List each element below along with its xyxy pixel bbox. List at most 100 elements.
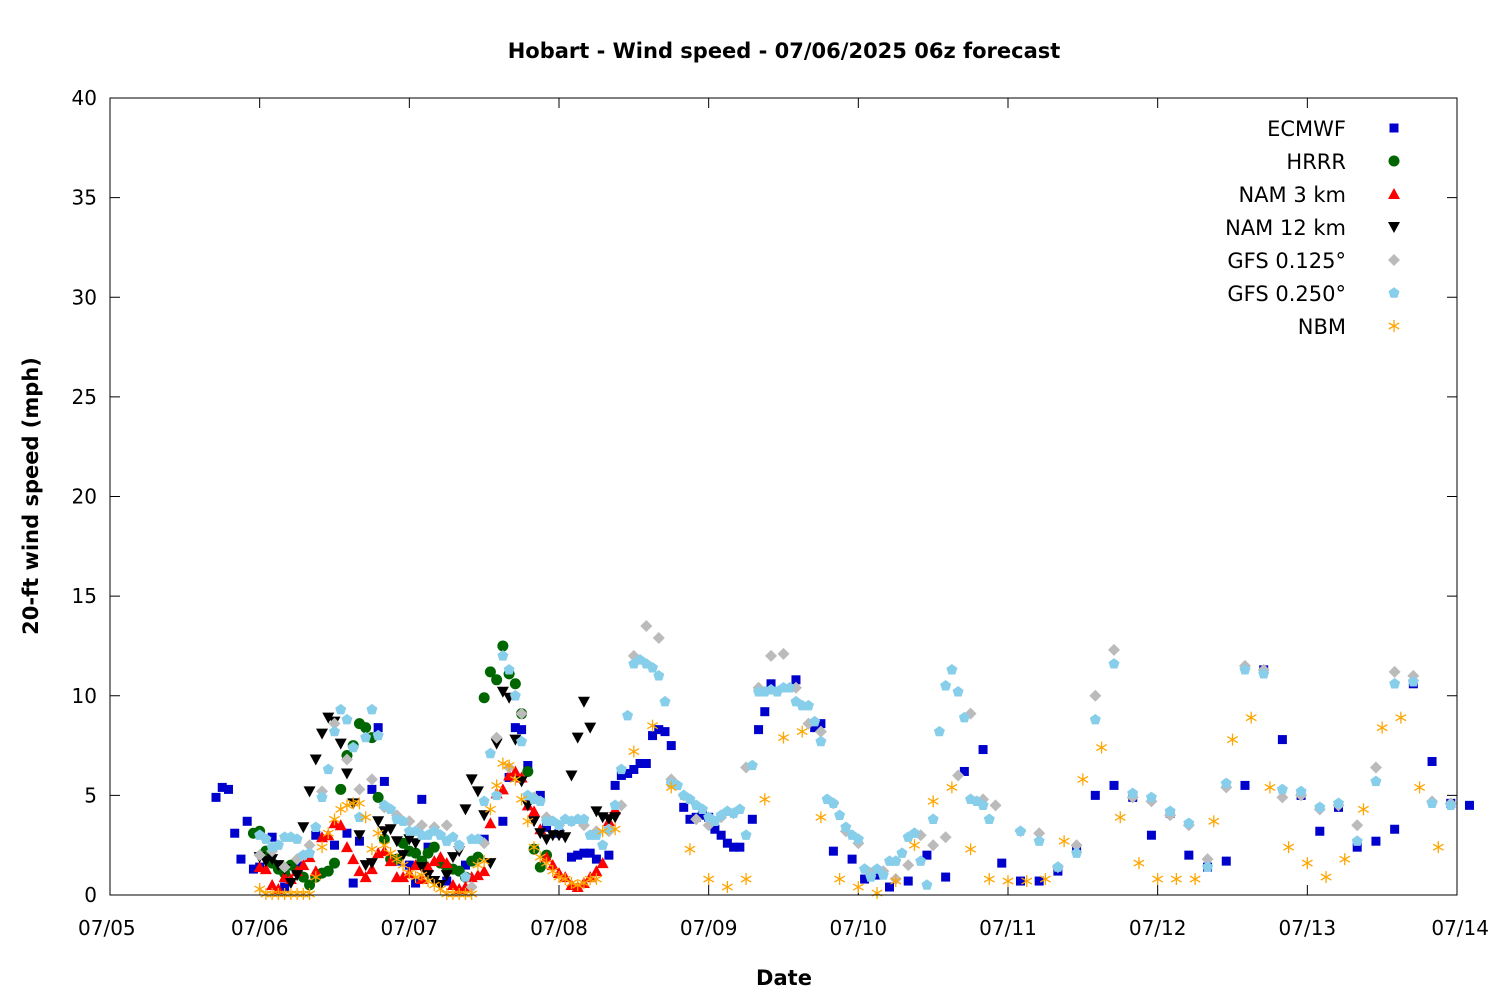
data-point xyxy=(922,850,932,860)
legend-marker xyxy=(1388,155,1400,167)
data-point xyxy=(679,802,689,812)
data-point xyxy=(716,830,726,840)
data-point xyxy=(316,841,328,854)
data-point xyxy=(297,859,310,871)
data-point xyxy=(802,699,814,711)
data-point xyxy=(360,811,372,824)
data-point xyxy=(1407,676,1419,687)
data-point xyxy=(609,812,622,824)
data-point xyxy=(484,666,496,678)
data-point xyxy=(390,836,403,848)
data-point xyxy=(291,888,303,900)
data-point xyxy=(1146,830,1156,840)
data-point xyxy=(466,888,478,900)
data-point xyxy=(1314,801,1326,813)
data-point xyxy=(459,804,472,816)
data-point xyxy=(1109,780,1119,790)
data-point xyxy=(977,799,989,811)
data-point xyxy=(1058,835,1070,848)
data-point xyxy=(484,817,497,829)
data-point xyxy=(259,863,272,875)
data-point xyxy=(684,793,696,805)
data-point xyxy=(760,707,770,717)
data-point xyxy=(316,791,328,803)
data-point xyxy=(272,839,284,850)
data-point xyxy=(509,765,522,777)
data-point xyxy=(648,731,658,741)
data-point xyxy=(440,870,453,882)
data-point xyxy=(266,879,279,891)
data-point xyxy=(447,831,459,842)
y-tick-label: 0 xyxy=(84,883,97,907)
data-point xyxy=(927,795,939,808)
data-point xyxy=(939,831,952,844)
data-point xyxy=(1089,689,1102,702)
data-point xyxy=(471,786,484,798)
data-point xyxy=(579,848,589,858)
legend-label: NBM xyxy=(1298,315,1346,339)
data-point xyxy=(777,647,790,660)
data-point xyxy=(335,783,347,795)
data-point xyxy=(1277,735,1287,745)
data-point xyxy=(360,731,372,743)
data-point xyxy=(597,839,609,850)
data-point xyxy=(628,745,640,758)
data-point xyxy=(590,865,603,877)
data-point xyxy=(542,822,552,832)
data-point xyxy=(472,833,484,844)
data-point xyxy=(1133,857,1145,870)
data-point xyxy=(777,731,790,744)
legend: ECMWF HRRR NAM 3 km NAM 12 km GFS 0.125° GFS … xyxy=(1225,117,1400,339)
data-point xyxy=(484,803,496,816)
data-point xyxy=(609,823,621,836)
data-point xyxy=(403,834,416,846)
data-point xyxy=(465,881,478,894)
data-point xyxy=(522,765,534,777)
data-point xyxy=(1240,780,1250,790)
data-point xyxy=(997,858,1007,868)
data-point xyxy=(685,814,695,824)
data-point xyxy=(516,735,528,747)
data-point xyxy=(1414,781,1426,794)
data-point xyxy=(903,876,913,886)
data-point xyxy=(623,768,633,778)
data-point xyxy=(1034,876,1044,886)
data-point xyxy=(490,731,503,744)
data-point xyxy=(896,847,908,858)
data-point xyxy=(1258,668,1270,679)
series-gfs-0-250 xyxy=(254,650,1457,890)
legend-label: GFS 0.125° xyxy=(1227,249,1346,273)
data-point xyxy=(328,717,341,730)
data-point xyxy=(978,745,988,755)
data-point xyxy=(471,869,484,881)
data-point xyxy=(840,821,852,832)
data-point xyxy=(404,860,414,870)
data-point xyxy=(959,766,969,776)
data-point xyxy=(865,871,877,882)
data-point xyxy=(341,713,353,725)
data-point xyxy=(478,810,491,822)
data-point xyxy=(365,858,378,870)
data-point xyxy=(1369,761,1382,774)
data-point xyxy=(422,861,435,873)
data-point xyxy=(565,877,577,890)
data-point xyxy=(653,670,665,681)
data-point xyxy=(1445,799,1457,811)
data-point xyxy=(609,799,621,811)
data-point xyxy=(834,873,846,886)
data-point xyxy=(652,631,665,644)
data-point xyxy=(340,753,353,766)
data-point xyxy=(309,754,322,766)
y-tick-label: 30 xyxy=(72,285,97,309)
data-point xyxy=(330,840,339,850)
data-point xyxy=(573,850,583,860)
data-point xyxy=(671,779,683,791)
data-point xyxy=(890,855,902,866)
data-point xyxy=(635,758,645,768)
data-point xyxy=(322,865,334,877)
data-point xyxy=(291,870,304,882)
data-point xyxy=(460,860,470,870)
data-point xyxy=(491,674,503,686)
data-point xyxy=(572,879,584,892)
data-point xyxy=(378,839,390,852)
